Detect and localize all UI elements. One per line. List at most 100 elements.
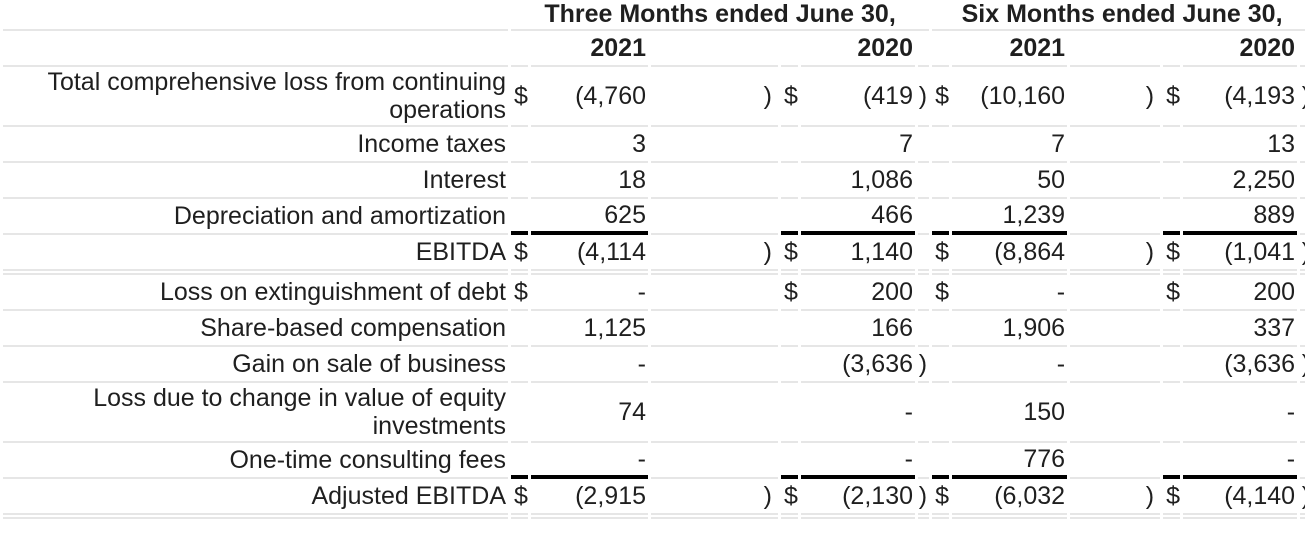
paren-cell [918, 127, 930, 163]
section-divider [3, 515, 1305, 519]
value-cell: - [531, 443, 648, 479]
value-cell: 18 [531, 163, 648, 199]
currency-cell [781, 443, 798, 479]
table-row: Income taxes 3 7 7 13 [3, 127, 1305, 163]
currency-cell: $ [781, 235, 798, 271]
currency-cell: $ [511, 275, 528, 311]
paren-cell: ) [1300, 479, 1305, 515]
currency-cell [932, 347, 950, 383]
currency-cell [781, 163, 798, 199]
table-row: Gain on sale of business-(3,636)-(3,636) [3, 347, 1305, 383]
year-header-row: 2021 2020 2021 2020 [3, 31, 1305, 67]
table-body: Total comprehensive loss from continuing… [3, 67, 1305, 519]
value-cell: (4,140 [1183, 479, 1298, 515]
paren-cell [651, 199, 778, 235]
period-header-three-months: Three Months ended June 30, [511, 0, 930, 31]
value-cell: 466 [801, 199, 915, 235]
value-cell: (10,160 [952, 67, 1068, 127]
currency-cell [932, 443, 950, 479]
paren-cell [651, 347, 778, 383]
currency-cell [1163, 127, 1181, 163]
currency-cell [511, 199, 528, 235]
paren-cell [1300, 199, 1305, 235]
currency-cell: $ [1163, 235, 1181, 271]
row-label: Loss on extinguishment of debt [3, 275, 508, 311]
row-label: Total comprehensive loss from continuing… [3, 67, 508, 127]
currency-cell [932, 311, 950, 347]
value-cell: 200 [801, 275, 915, 311]
paren-cell: ) [918, 347, 930, 383]
paren-cell: ) [1300, 347, 1305, 383]
row-label: Gain on sale of business [3, 347, 508, 383]
value-cell: 1,906 [952, 311, 1068, 347]
paren-cell [918, 235, 930, 271]
value-cell: (419 [801, 67, 915, 127]
table-row: Total comprehensive loss from continuing… [3, 67, 1305, 127]
paren-cell [651, 163, 778, 199]
currency-cell: $ [932, 67, 950, 127]
value-cell: (3,636 [801, 347, 915, 383]
currency-cell: $ [781, 67, 798, 127]
currency-cell [1163, 347, 1181, 383]
value-cell: (4,760 [531, 67, 648, 127]
value-cell: 50 [952, 163, 1068, 199]
paren-cell [1070, 275, 1161, 311]
year-header: 2021 [531, 31, 648, 67]
table-header: Three Months ended June 30, Six Months e… [3, 0, 1305, 67]
paren-cell [918, 383, 930, 443]
paren-cell: ) [1070, 235, 1161, 271]
currency-cell [781, 347, 798, 383]
currency-cell [1163, 199, 1181, 235]
currency-cell: $ [781, 275, 798, 311]
paren-cell: ) [1070, 479, 1161, 515]
period-header-row: Three Months ended June 30, Six Months e… [3, 0, 1305, 31]
table-row: Share-based compensation 1,125 166 1,906 337 [3, 311, 1305, 347]
paren-cell [1300, 311, 1305, 347]
value-cell: 2,250 [1183, 163, 1298, 199]
value-cell: 1,239 [952, 199, 1068, 235]
currency-cell: $ [781, 479, 798, 515]
value-cell: - [1183, 443, 1298, 479]
currency-cell: $ [932, 275, 950, 311]
paren-cell [918, 163, 930, 199]
paren-cell [1300, 443, 1305, 479]
value-cell: 1,086 [801, 163, 915, 199]
paren-cell [1300, 383, 1305, 443]
currency-cell: $ [511, 235, 528, 271]
paren-cell [1300, 275, 1305, 311]
row-label: EBITDA [3, 235, 508, 271]
value-cell: 13 [1183, 127, 1298, 163]
table-row: Loss on extinguishment of debt $ - $200 $ - $2… [3, 275, 1305, 311]
value-cell: - [531, 275, 648, 311]
value-cell: - [1183, 383, 1298, 443]
paren-cell [1070, 199, 1161, 235]
row-label: Income taxes [3, 127, 508, 163]
paren-cell [1300, 163, 1305, 199]
paren-cell [1070, 127, 1161, 163]
paren-cell [918, 443, 930, 479]
section-divider [3, 271, 1305, 275]
paren-cell [1070, 383, 1161, 443]
currency-cell [511, 163, 528, 199]
value-cell: (3,636 [1183, 347, 1298, 383]
currency-cell [932, 383, 950, 443]
currency-cell [511, 347, 528, 383]
year-header: 2020 [1183, 31, 1298, 67]
paren-cell [651, 127, 778, 163]
value-cell: 166 [801, 311, 915, 347]
value-cell: 1,140 [801, 235, 915, 271]
year-header: 2021 [952, 31, 1068, 67]
value-cell: (2,915 [531, 479, 648, 515]
currency-cell [781, 127, 798, 163]
paren-cell: ) [1300, 235, 1305, 271]
paren-cell: ) [918, 479, 930, 515]
value-cell: 889 [1183, 199, 1298, 235]
period-header-six-months: Six Months ended June 30, [932, 0, 1305, 31]
paren-cell: ) [1300, 67, 1305, 127]
row-label: Loss due to change in value of equity in… [3, 383, 508, 443]
row-label: Depreciation and amortization [3, 199, 508, 235]
corner-cell [3, 0, 508, 31]
currency-cell [932, 199, 950, 235]
table-row: Interest 18 1,086 50 2,250 [3, 163, 1305, 199]
year-header: 2020 [801, 31, 915, 67]
